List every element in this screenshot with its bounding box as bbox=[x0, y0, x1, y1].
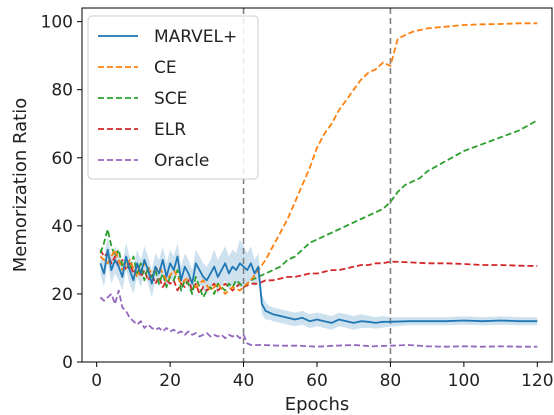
series-line-ce bbox=[99, 22, 538, 295]
x-tick-label: 0 bbox=[91, 371, 102, 391]
x-tick-label: 100 bbox=[448, 371, 480, 391]
y-tick-label: 20 bbox=[51, 285, 73, 305]
legend-label-elr: ELR bbox=[154, 120, 186, 140]
series-layer bbox=[99, 22, 538, 348]
x-tick-label: 80 bbox=[380, 371, 402, 391]
x-axis-label: Epochs bbox=[285, 394, 350, 415]
legend-label-oracle: Oracle bbox=[154, 151, 209, 171]
series-line-oracle bbox=[99, 289, 538, 348]
y-axis-ticks: 0 20 40 60 80 100 bbox=[41, 13, 82, 373]
y-tick-label: 40 bbox=[51, 217, 73, 237]
y-tick-label: 80 bbox=[51, 81, 73, 101]
series-line-sce bbox=[99, 119, 538, 299]
x-axis-ticks: 0 20 40 60 80 100 120 bbox=[91, 362, 554, 391]
x-tick-label: 120 bbox=[521, 371, 553, 391]
legend-label-sce: SCE bbox=[154, 89, 187, 109]
y-tick-label: 60 bbox=[51, 149, 73, 169]
x-tick-label: 20 bbox=[159, 371, 181, 391]
y-tick-label: 100 bbox=[41, 13, 73, 33]
legend-label-ce: CE bbox=[154, 58, 177, 78]
legend-box bbox=[87, 15, 259, 180]
series-line-elr bbox=[99, 249, 538, 295]
series-line-marvel bbox=[99, 248, 538, 324]
y-axis-label: Memorization Ratio bbox=[10, 98, 31, 272]
x-tick-label: 60 bbox=[306, 371, 328, 391]
legend-label-marvel: MARVEL+ bbox=[154, 27, 237, 47]
legend: MARVEL+ CE SCE ELR Oracle bbox=[87, 15, 259, 180]
x-tick-label: 40 bbox=[233, 371, 255, 391]
y-tick-label: 0 bbox=[62, 353, 73, 373]
reference-lines bbox=[242, 8, 392, 362]
